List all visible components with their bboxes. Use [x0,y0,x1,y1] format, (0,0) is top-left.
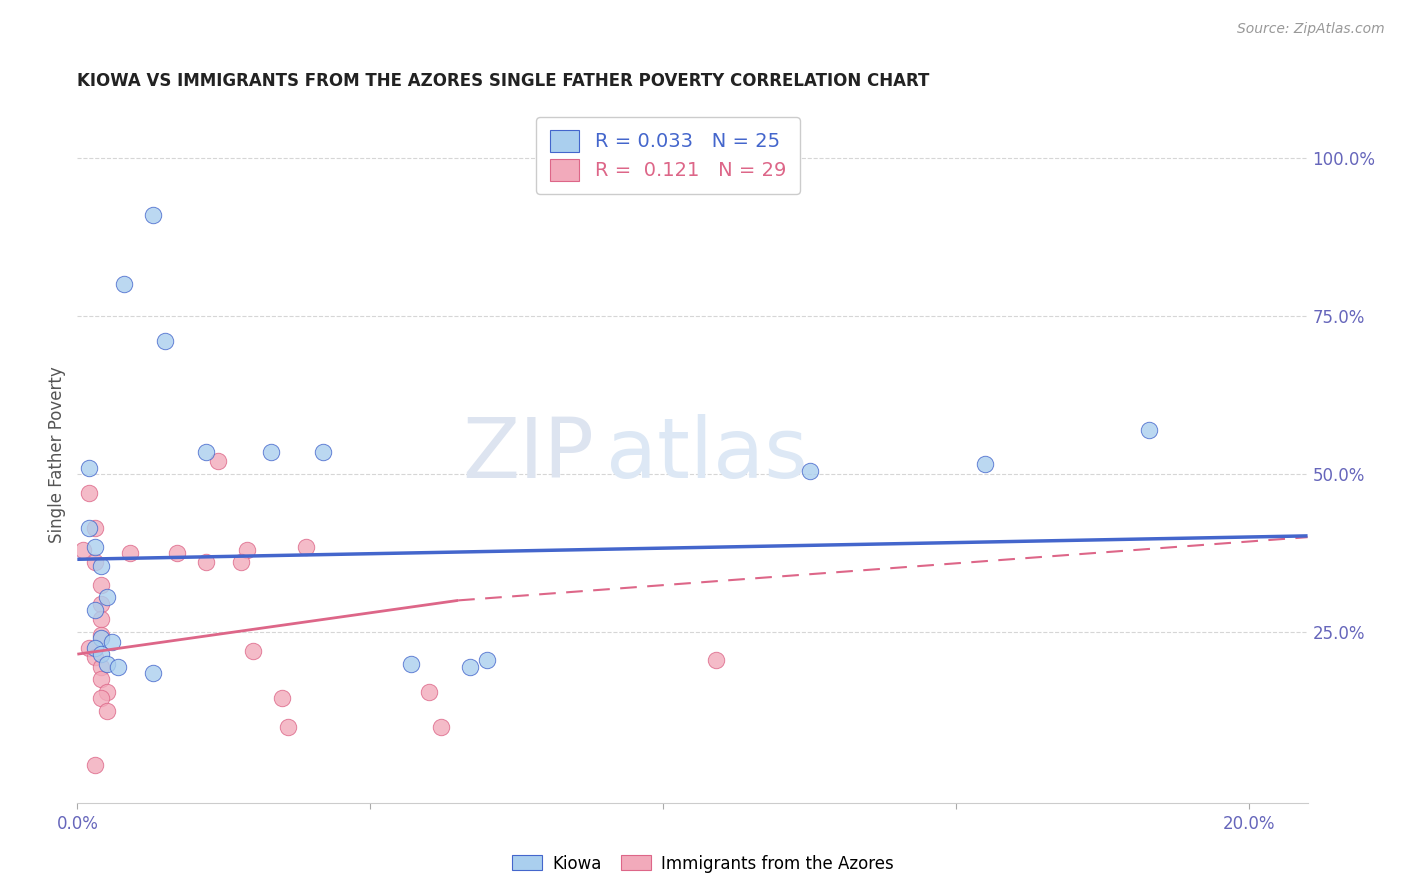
Point [90,558,112,573]
Point [195,556,218,570]
Point [231,556,253,570]
Point [90,597,112,611]
Point [1139,423,1161,437]
Point [142,666,165,681]
Point [236,542,259,557]
Point [90,612,112,626]
Point [429,720,451,734]
Point [90,660,112,674]
Point [90,691,112,706]
Point [120,546,141,560]
Point [101,634,124,648]
Point [477,653,499,667]
Point [84,603,107,617]
Point [153,334,177,348]
Point [84,757,107,772]
Point [90,673,112,687]
Point [207,454,229,468]
Point [107,660,129,674]
Point [295,540,318,554]
Point [277,720,299,734]
Point [90,647,112,661]
Point [96,657,118,671]
Point [974,458,997,472]
Point [195,444,218,458]
Point [271,691,294,706]
Point [242,644,264,658]
Text: atlas: atlas [606,415,808,495]
Point [96,685,118,699]
Point [96,704,118,718]
Text: KIOWA VS IMMIGRANTS FROM THE AZORES SINGLE FATHER POVERTY CORRELATION CHART: KIOWA VS IMMIGRANTS FROM THE AZORES SING… [77,72,929,90]
Y-axis label: Single Father Poverty: Single Father Poverty [48,367,66,543]
Point [84,650,107,665]
Legend: R = 0.033   N = 25, R =  0.121   N = 29: R = 0.033 N = 25, R = 0.121 N = 29 [536,117,800,194]
Point [312,444,335,458]
Point [90,577,112,591]
Point [704,653,727,667]
Text: Source: ZipAtlas.com: Source: ZipAtlas.com [1237,22,1385,37]
Point [77,521,100,535]
Point [112,277,135,292]
Legend: Kiowa, Immigrants from the Azores: Kiowa, Immigrants from the Azores [505,848,901,880]
Point [260,444,283,458]
Point [84,556,107,570]
Point [77,486,100,500]
Point [84,521,107,535]
Point [77,460,100,475]
Point [77,640,100,655]
Point [142,208,165,222]
Point [72,542,94,557]
Point [90,632,112,646]
Point [90,628,112,642]
Point [458,660,481,674]
Point [166,546,188,560]
Text: ZIP: ZIP [463,415,595,495]
Point [401,657,423,671]
Point [84,640,107,655]
Point [84,540,107,554]
Point [96,591,118,605]
Point [799,464,821,478]
Point [418,685,440,699]
